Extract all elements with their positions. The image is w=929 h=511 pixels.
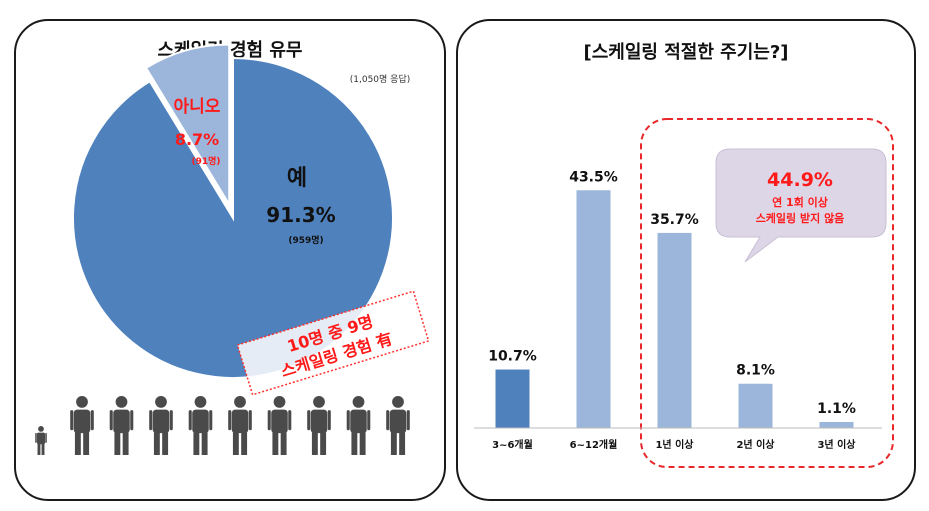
callout: 44.9% 연 1회 이상 스케일링 받지 않음 bbox=[715, 148, 887, 263]
callout-line2: 스케일링 받지 않음 bbox=[756, 211, 845, 225]
bar-value-label: 10.7% bbox=[488, 349, 537, 365]
bar bbox=[819, 421, 854, 428]
people-pictogram bbox=[35, 396, 410, 455]
bar bbox=[576, 190, 611, 428]
bar-value-label: 8.1% bbox=[736, 363, 775, 379]
slice-yes-percent: 91.3% bbox=[266, 203, 335, 227]
person-icon bbox=[267, 396, 292, 455]
bar-value-label: 1.1% bbox=[817, 401, 856, 417]
slice-no-count: (91명) bbox=[191, 155, 220, 167]
slice-yes-label: 예 bbox=[287, 166, 307, 191]
person-icon bbox=[346, 396, 371, 455]
slice-no-label: 아니오 bbox=[174, 97, 221, 117]
callout-line1: 연 1회 이상 bbox=[772, 195, 828, 209]
pie-slice-no bbox=[144, 43, 231, 209]
bar bbox=[657, 232, 692, 428]
person-icon bbox=[188, 396, 213, 455]
category-label: 2년 이상 bbox=[736, 438, 775, 451]
person-icon bbox=[228, 396, 252, 455]
slice-yes-count: (959명) bbox=[288, 234, 323, 246]
category-label: 3년 이상 bbox=[817, 438, 856, 451]
bar bbox=[738, 383, 773, 428]
highlight-box bbox=[640, 118, 894, 468]
person-icon bbox=[386, 396, 410, 455]
category-label: 3~6개월 bbox=[492, 438, 533, 451]
bar-value-label: 35.7% bbox=[650, 212, 699, 228]
slice-no-percent: 8.7% bbox=[175, 130, 219, 149]
bar-title: [스케일링 적절한 주기는?] bbox=[583, 42, 789, 63]
callout-value: 44.9% bbox=[767, 169, 833, 191]
bar-value-label: 43.5% bbox=[569, 169, 618, 185]
person-icon bbox=[109, 396, 134, 455]
person-icon-small bbox=[35, 426, 47, 455]
category-label: 6~12개월 bbox=[570, 438, 618, 451]
person-icon bbox=[70, 396, 94, 455]
bar bbox=[495, 369, 530, 428]
pie-subtitle: (1,050명 응답) bbox=[350, 73, 411, 85]
person-icon bbox=[149, 396, 173, 455]
category-label: 1년 이상 bbox=[655, 438, 694, 451]
person-icon bbox=[307, 396, 331, 455]
